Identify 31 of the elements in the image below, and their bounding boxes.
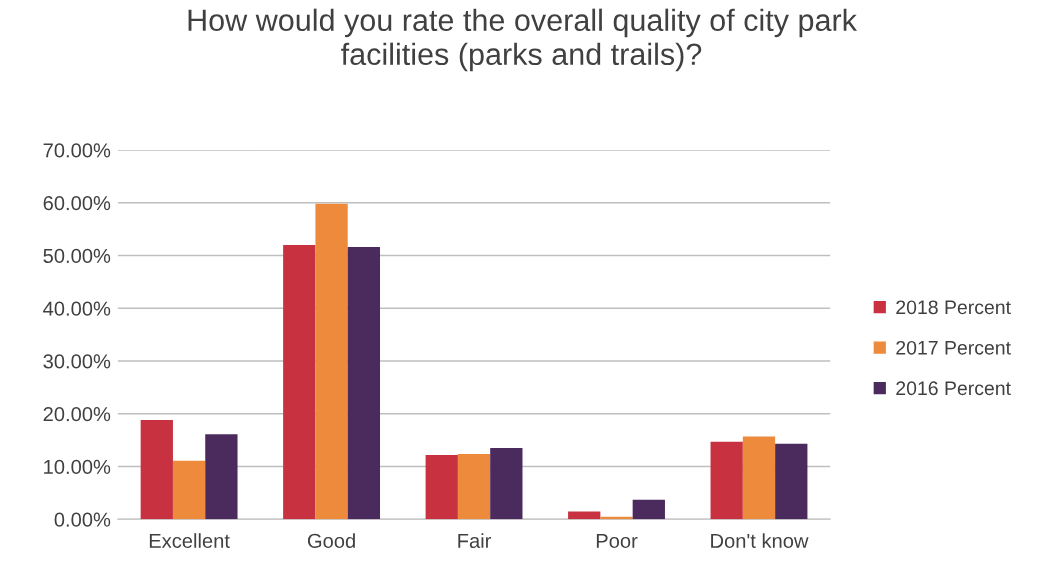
y-tick-label: 50.00%: [43, 248, 111, 264]
bar: [775, 443, 808, 520]
bar: [568, 511, 601, 520]
bar: [140, 420, 173, 520]
bar: [205, 434, 238, 520]
y-tick-label: 60.00%: [43, 196, 111, 211]
legend-label: 2018 Percent: [896, 300, 1011, 315]
y-tick-label: 30.00%: [43, 354, 111, 369]
bar: [172, 460, 206, 520]
chart-title: How would you rate the overall quality of city park facilities (parks and trails)?: [188, 8, 857, 72]
legend-label: 2016 Percent: [896, 381, 1011, 396]
bar: [283, 244, 316, 520]
bar: [347, 247, 381, 520]
bar: [710, 441, 743, 520]
bar: [632, 499, 665, 520]
legend-label: 2017 Percent: [896, 340, 1011, 355]
y-tick-label: 70.00%: [43, 143, 111, 158]
x-tick-label: Don't know: [711, 533, 809, 548]
bar: [490, 448, 523, 520]
bar: [742, 436, 776, 520]
y-tick-label: 40.00%: [43, 301, 111, 316]
x-tick-label: Good: [307, 533, 355, 548]
x-tick-label: Fair: [458, 533, 492, 548]
y-tick-label: 10.00%: [44, 459, 111, 475]
x-tick-label: Poor: [596, 533, 638, 548]
bar: [315, 203, 348, 520]
y-tick-label: 20.00%: [43, 407, 111, 422]
bar: [425, 454, 458, 520]
y-tick-label: 0.00%: [54, 512, 111, 527]
bar: [457, 453, 491, 520]
x-tick-label: Excellent: [149, 533, 230, 548]
